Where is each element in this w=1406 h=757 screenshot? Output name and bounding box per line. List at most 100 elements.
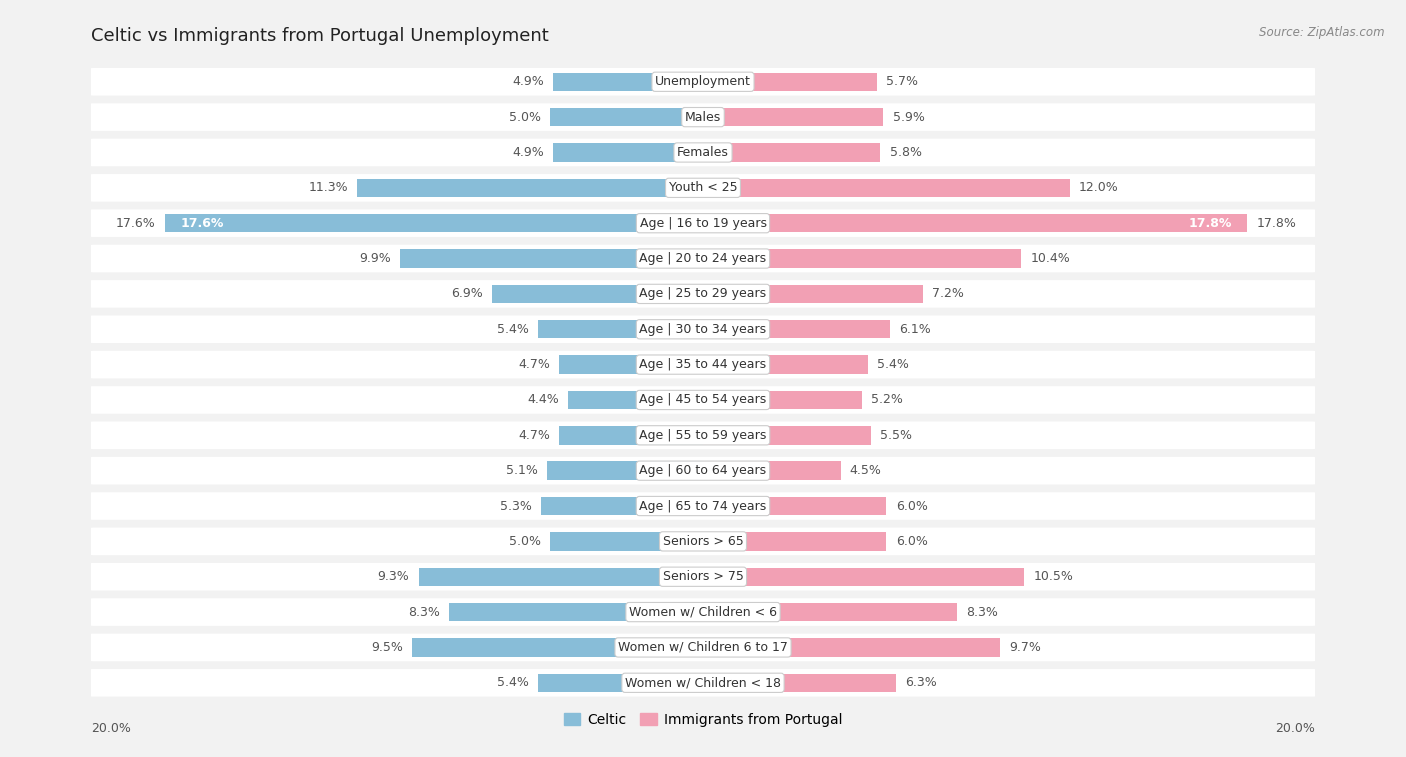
Bar	[550, 108, 703, 126]
Text: 4.9%: 4.9%	[512, 75, 544, 89]
Bar	[568, 391, 703, 409]
Text: 6.9%: 6.9%	[451, 288, 482, 301]
Text: 5.7%: 5.7%	[886, 75, 918, 89]
Text: 17.8%: 17.8%	[1257, 217, 1296, 229]
Text: 5.0%: 5.0%	[509, 111, 541, 123]
Text: 7.2%: 7.2%	[932, 288, 965, 301]
Text: Age | 35 to 44 years: Age | 35 to 44 years	[640, 358, 766, 371]
Text: 12.0%: 12.0%	[1080, 182, 1119, 195]
FancyBboxPatch shape	[82, 422, 1324, 449]
Text: 5.8%: 5.8%	[890, 146, 921, 159]
Bar	[541, 497, 703, 516]
Text: 9.9%: 9.9%	[360, 252, 391, 265]
Bar	[547, 462, 703, 480]
Text: Males: Males	[685, 111, 721, 123]
Text: 9.3%: 9.3%	[378, 570, 409, 583]
Text: 5.4%: 5.4%	[496, 322, 529, 336]
Text: Age | 25 to 29 years: Age | 25 to 29 years	[640, 288, 766, 301]
Bar	[703, 568, 1024, 586]
Text: Youth < 25: Youth < 25	[669, 182, 737, 195]
FancyBboxPatch shape	[82, 174, 1324, 201]
Bar	[703, 391, 862, 409]
Bar	[412, 638, 703, 656]
FancyBboxPatch shape	[82, 598, 1324, 626]
Text: 17.6%: 17.6%	[115, 217, 156, 229]
FancyBboxPatch shape	[82, 280, 1324, 307]
Text: 5.3%: 5.3%	[501, 500, 531, 512]
Bar	[703, 638, 1000, 656]
Text: 5.2%: 5.2%	[872, 394, 903, 407]
FancyBboxPatch shape	[82, 669, 1324, 696]
Text: 8.3%: 8.3%	[408, 606, 440, 618]
Text: 11.3%: 11.3%	[309, 182, 349, 195]
Text: Women w/ Children 6 to 17: Women w/ Children 6 to 17	[619, 641, 787, 654]
FancyBboxPatch shape	[82, 386, 1324, 414]
Legend: Celtic, Immigrants from Portugal: Celtic, Immigrants from Portugal	[558, 707, 848, 733]
Bar	[703, 179, 1070, 197]
Text: 8.3%: 8.3%	[966, 606, 998, 618]
FancyBboxPatch shape	[82, 316, 1324, 343]
Text: 10.4%: 10.4%	[1031, 252, 1070, 265]
Bar	[703, 73, 877, 91]
Text: 9.5%: 9.5%	[371, 641, 404, 654]
Text: 4.7%: 4.7%	[519, 428, 550, 442]
Bar	[703, 108, 883, 126]
Bar	[492, 285, 703, 303]
FancyBboxPatch shape	[82, 104, 1324, 131]
Bar	[538, 674, 703, 692]
Text: 5.1%: 5.1%	[506, 464, 538, 477]
Bar	[703, 603, 957, 621]
FancyBboxPatch shape	[82, 563, 1324, 590]
Bar	[401, 249, 703, 268]
Bar	[560, 426, 703, 444]
Text: 5.5%: 5.5%	[880, 428, 912, 442]
Text: Age | 55 to 59 years: Age | 55 to 59 years	[640, 428, 766, 442]
FancyBboxPatch shape	[82, 492, 1324, 520]
Text: Age | 16 to 19 years: Age | 16 to 19 years	[640, 217, 766, 229]
Text: 9.7%: 9.7%	[1010, 641, 1040, 654]
Text: 20.0%: 20.0%	[1275, 721, 1315, 735]
Bar	[550, 532, 703, 550]
Bar	[553, 73, 703, 91]
Bar	[703, 532, 886, 550]
Text: 4.7%: 4.7%	[519, 358, 550, 371]
Text: Age | 60 to 64 years: Age | 60 to 64 years	[640, 464, 766, 477]
Text: Age | 20 to 24 years: Age | 20 to 24 years	[640, 252, 766, 265]
Bar	[703, 285, 924, 303]
Text: 4.9%: 4.9%	[512, 146, 544, 159]
Text: Age | 65 to 74 years: Age | 65 to 74 years	[640, 500, 766, 512]
Text: 4.5%: 4.5%	[849, 464, 882, 477]
Bar	[703, 249, 1021, 268]
Bar	[538, 320, 703, 338]
Text: 6.1%: 6.1%	[898, 322, 931, 336]
Text: 20.0%: 20.0%	[91, 721, 131, 735]
Bar	[703, 143, 880, 162]
Bar	[703, 497, 886, 516]
Bar	[449, 603, 703, 621]
Bar	[703, 426, 872, 444]
Text: 6.0%: 6.0%	[896, 535, 928, 548]
Text: 5.4%: 5.4%	[496, 676, 529, 690]
Text: 5.9%: 5.9%	[893, 111, 925, 123]
Text: Females: Females	[678, 146, 728, 159]
Bar	[703, 674, 896, 692]
Text: Women w/ Children < 18: Women w/ Children < 18	[626, 676, 780, 690]
FancyBboxPatch shape	[82, 210, 1324, 237]
FancyBboxPatch shape	[82, 350, 1324, 378]
Text: Seniors > 65: Seniors > 65	[662, 535, 744, 548]
Bar	[553, 143, 703, 162]
Text: Celtic vs Immigrants from Portugal Unemployment: Celtic vs Immigrants from Portugal Unemp…	[91, 27, 550, 45]
FancyBboxPatch shape	[82, 457, 1324, 484]
Text: 6.0%: 6.0%	[896, 500, 928, 512]
Bar	[703, 356, 868, 374]
FancyBboxPatch shape	[82, 245, 1324, 273]
Text: 5.4%: 5.4%	[877, 358, 910, 371]
FancyBboxPatch shape	[82, 528, 1324, 555]
Text: Age | 45 to 54 years: Age | 45 to 54 years	[640, 394, 766, 407]
Text: 10.5%: 10.5%	[1033, 570, 1073, 583]
Bar	[419, 568, 703, 586]
Text: Unemployment: Unemployment	[655, 75, 751, 89]
Text: Age | 30 to 34 years: Age | 30 to 34 years	[640, 322, 766, 336]
Bar	[165, 214, 703, 232]
FancyBboxPatch shape	[82, 68, 1324, 95]
